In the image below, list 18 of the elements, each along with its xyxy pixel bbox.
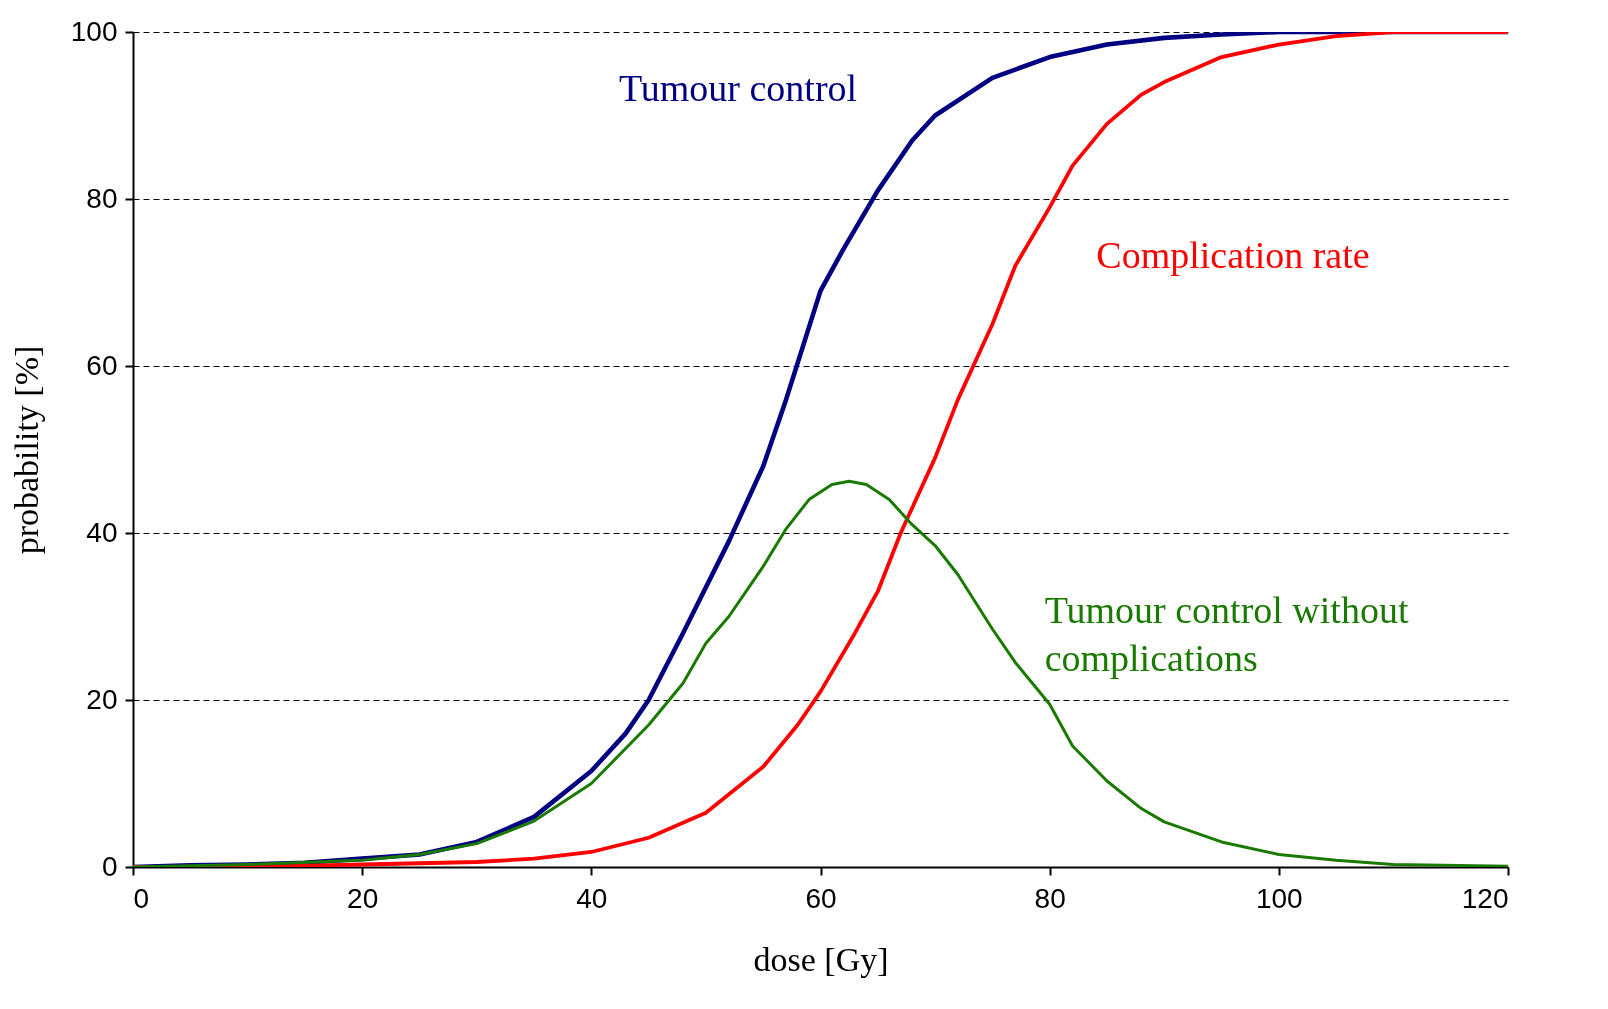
x-tick-label: 80 xyxy=(1034,882,1066,914)
y-axis-title: probability [%] xyxy=(7,345,45,555)
x-tick-label: 40 xyxy=(576,882,608,914)
y-tick-label: 0 xyxy=(101,850,118,882)
x-tick-label: 20 xyxy=(347,882,379,914)
y-tick-label: 20 xyxy=(86,683,118,715)
x-axis-title: dose [Gy] xyxy=(753,940,889,978)
y-tick-label: 80 xyxy=(86,182,118,214)
series-label: Tumour control without complications xyxy=(1044,589,1409,680)
x-tick-label: 100 xyxy=(1255,882,1303,914)
y-tick-label: 40 xyxy=(86,516,118,548)
y-tick-label: 100 xyxy=(70,15,118,47)
series-label: Complication rate xyxy=(1096,234,1370,277)
x-tick-label: 0 xyxy=(133,882,150,914)
x-tick-label: 120 xyxy=(1461,882,1509,914)
y-tick-label: 60 xyxy=(86,349,118,381)
series-label: Tumour control xyxy=(618,67,858,110)
x-tick-label: 60 xyxy=(805,882,837,914)
